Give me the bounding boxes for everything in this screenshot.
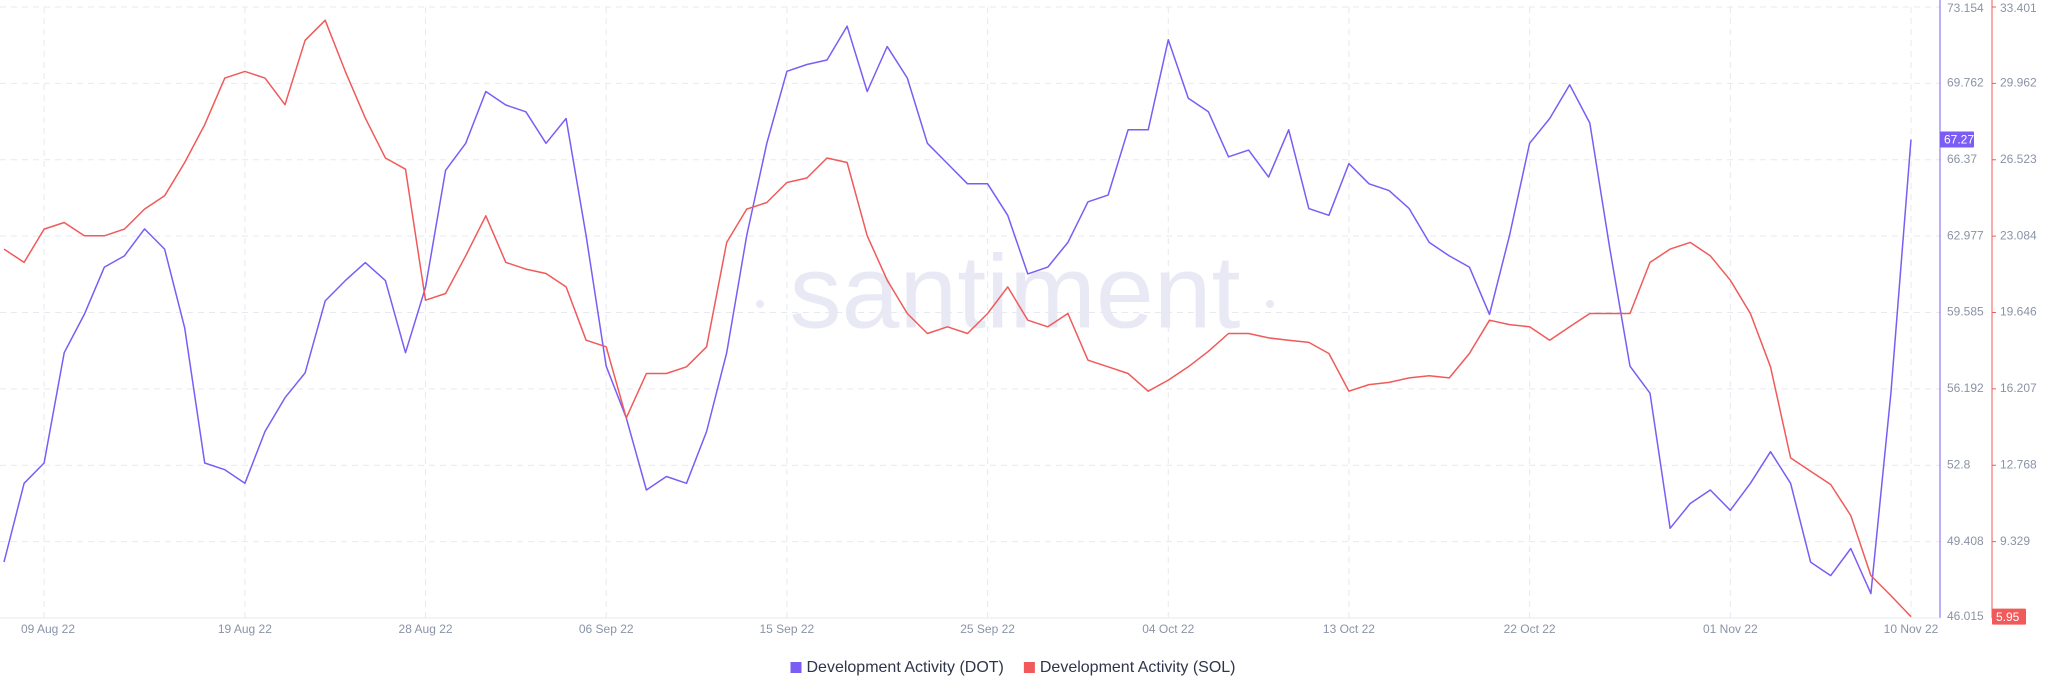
x-tick-label: 25 Sep 22 xyxy=(960,622,1015,636)
x-tick-label: 15 Sep 22 xyxy=(760,622,815,636)
legend-label[interactable]: Development Activity (SOL) xyxy=(1040,659,1236,676)
y-tick-label: 59.585 xyxy=(1947,305,1984,319)
y-tick-label: 62.977 xyxy=(1947,228,1984,242)
y-tick-label: 69.762 xyxy=(1947,76,1984,90)
y2-tick-label: 33.401 xyxy=(2000,1,2037,15)
x-tick-label: 04 Oct 22 xyxy=(1142,622,1194,636)
x-tick-label: 09 Aug 22 xyxy=(21,622,75,636)
legend-swatch[interactable] xyxy=(790,662,802,673)
watermark-dot xyxy=(756,300,764,308)
last-value-label: 67.27 xyxy=(1944,133,1974,147)
watermark: santiment xyxy=(790,234,1241,350)
x-tick-label: 13 Oct 22 xyxy=(1323,622,1375,636)
last-value-badge xyxy=(1992,608,2026,625)
legend-label[interactable]: Development Activity (DOT) xyxy=(806,659,1003,676)
x-tick-label: 22 Oct 22 xyxy=(1504,622,1556,636)
legend-swatch[interactable] xyxy=(1023,662,1035,673)
last-value-label: 5.95 xyxy=(1996,610,2020,624)
y2-tick-label: 19.646 xyxy=(2000,305,2037,319)
y-tick-label: 66.37 xyxy=(1947,152,1977,166)
y2-tick-label: 23.084 xyxy=(2000,228,2037,242)
y2-tick-label: 9.329 xyxy=(2000,534,2030,548)
y2-tick-label: 16.207 xyxy=(2000,381,2037,395)
x-tick-label: 10 Nov 22 xyxy=(1884,622,1939,636)
last-value-badge xyxy=(1940,131,1974,148)
x-tick-label: 01 Nov 22 xyxy=(1703,622,1758,636)
series-line xyxy=(3,25,1912,595)
x-tick-label: 28 Aug 22 xyxy=(399,622,453,636)
y2-tick-label: 29.962 xyxy=(2000,76,2037,90)
y-tick-label: 73.154 xyxy=(1947,1,1984,15)
y-tick-label: 46.015 xyxy=(1947,609,1984,623)
y-tick-label: 49.408 xyxy=(1947,534,1984,548)
y2-tick-label: 26.523 xyxy=(2000,152,2037,166)
y2-tick-label: 12.768 xyxy=(2000,457,2037,471)
x-tick-label: 06 Sep 22 xyxy=(579,622,634,636)
y-tick-label: 52.8 xyxy=(1947,457,1971,471)
y-tick-label: 56.192 xyxy=(1947,381,1984,395)
watermark-dot xyxy=(1266,300,1274,308)
series-line xyxy=(3,19,1912,618)
x-tick-label: 19 Aug 22 xyxy=(218,622,272,636)
